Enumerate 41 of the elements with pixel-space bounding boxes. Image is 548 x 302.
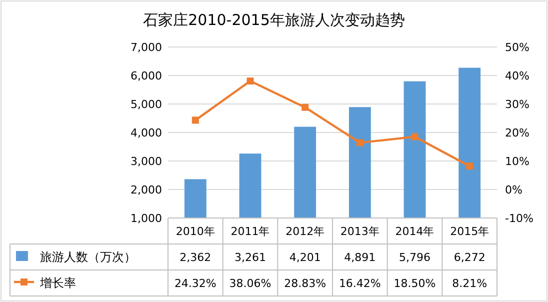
y2-tick-label: 40% (505, 70, 530, 82)
y-tick-label: 7,000 (130, 41, 162, 54)
data-label: 24.32% (174, 277, 216, 290)
y-tick-label: 5,000 (130, 98, 162, 111)
y2-tick-label: -10% (505, 212, 534, 225)
data-label: 16.42% (338, 277, 381, 290)
y2-tick-label: 30% (505, 98, 530, 111)
point (192, 116, 199, 124)
legend-label: 旅游人数（万次） (40, 250, 136, 264)
point (411, 133, 418, 140)
title: 石家庄2010-2015年旅游人次变动趋势 (143, 11, 405, 29)
x-tick-label: 2015年 (450, 225, 490, 238)
x-tick-label: 2013年 (340, 225, 380, 238)
point (466, 162, 474, 170)
data-label: 28.83% (284, 277, 326, 290)
data-label: 5,796 (399, 251, 430, 264)
y-tick-label: 3,000 (130, 155, 162, 168)
data-label: 4,201 (289, 251, 321, 264)
x-tick-label: 2011年 (230, 225, 270, 238)
data-label: 18.50% (394, 277, 436, 290)
point (246, 78, 254, 85)
point (356, 139, 364, 146)
y2-tick-label: 20% (505, 126, 530, 140)
x-tick-label: 2010年 (176, 225, 215, 238)
data-label: 4,891 (344, 251, 376, 264)
y-tick-label: 6,000 (130, 70, 162, 82)
y-tick-label: 2,000 (130, 184, 162, 196)
data-label: 2,362 (180, 251, 212, 264)
y-tick-label: 4,000 (130, 126, 162, 140)
y-tick-label: 1,000 (130, 212, 162, 225)
point (302, 104, 309, 111)
x-tick-label: 2012年 (286, 225, 325, 238)
y2-tick-label: 0% (505, 184, 522, 196)
x-tick-label: 2014年 (395, 225, 434, 238)
data-label: 38.06% (229, 277, 272, 290)
y2-tick-label: 50% (505, 41, 530, 54)
y2-tick-label: 10% (505, 155, 530, 168)
data-label: 3,261 (234, 251, 266, 264)
data-label: 8.21% (452, 277, 488, 290)
data-label: 6,272 (454, 251, 486, 264)
legend-label: 增长率 (39, 276, 76, 290)
